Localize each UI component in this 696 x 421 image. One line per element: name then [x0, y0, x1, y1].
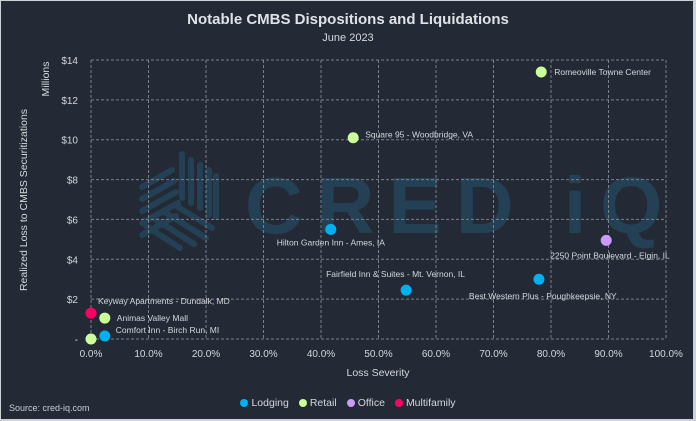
- legend: Lodging Retail Office Multifamily: [0, 397, 696, 409]
- data-point-multifamily[interactable]: [85, 307, 97, 319]
- y-tick-label: $2: [67, 295, 79, 306]
- x-tick-label: 20.0%: [192, 349, 220, 360]
- legend-item-multifamily[interactable]: Multifamily: [394, 397, 456, 409]
- x-tick-label: 10.0%: [134, 349, 162, 360]
- data-point-lodging[interactable]: [325, 223, 337, 235]
- y-tick-label: $8: [67, 176, 79, 187]
- x-tick-label: 60.0%: [422, 349, 450, 360]
- x-axis-label: Loss Severity: [346, 367, 410, 379]
- source-note: Source: cred-iq.com: [9, 403, 90, 413]
- data-point-retail[interactable]: [85, 333, 97, 345]
- data-points: [85, 66, 612, 345]
- data-point-lodging[interactable]: [533, 273, 545, 285]
- point-label: Romeoville Towne Center: [554, 67, 651, 77]
- legend-marker-icon: [346, 399, 355, 407]
- chart-subtitle: June 2023: [322, 32, 374, 44]
- y-tick-label: $10: [61, 136, 78, 147]
- y-tick-label: -: [75, 335, 78, 346]
- point-label: Square 95 - Woodbridge, VA: [365, 130, 473, 140]
- x-tick-label: 90.0%: [594, 349, 622, 360]
- point-labels: Hilton Garden Inn - Ames, IA Fairfield In…: [98, 67, 670, 335]
- x-axis-ticks: 0.0% 10.0% 20.0% 30.0% 40.0% 50.0% 60.0% 70.0% 8…: [80, 349, 683, 360]
- y-tick-label: $12: [61, 96, 78, 107]
- point-label: Keyway Apartments - Dundalk, MD: [98, 296, 230, 306]
- data-point-lodging[interactable]: [99, 330, 111, 342]
- y-axis-units-label: Millions: [40, 61, 52, 96]
- point-label: Animas Valley Mall: [117, 313, 188, 323]
- legend-label: Multifamily: [405, 397, 456, 409]
- legend-item-lodging[interactable]: Lodging: [240, 397, 289, 409]
- grid: [90, 59, 667, 340]
- legend-item-office[interactable]: Office: [346, 397, 385, 409]
- point-label: Comfort Inn - Birch Run, MI: [116, 325, 219, 335]
- y-tick-label: $14: [61, 56, 78, 67]
- legend-marker-icon: [298, 399, 307, 407]
- legend-item-retail[interactable]: Retail: [298, 397, 337, 409]
- watermark-logo: CRED iQ: [139, 151, 676, 251]
- x-tick-label: 70.0%: [479, 349, 507, 360]
- x-tick-label: 100.0%: [649, 349, 683, 360]
- y-axis-ticks: - $2 $4 $6 $8 $10 $12 $14: [61, 56, 78, 346]
- x-tick-label: 40.0%: [307, 349, 335, 360]
- legend-label: Lodging: [251, 397, 289, 409]
- legend-label: Office: [357, 397, 385, 409]
- y-tick-label: $4: [67, 255, 79, 266]
- legend-marker-icon: [240, 399, 249, 407]
- data-point-retail[interactable]: [535, 66, 547, 78]
- x-tick-label: 30.0%: [249, 349, 277, 360]
- legend-label: Retail: [309, 397, 337, 409]
- point-label: Best Western Plus - Poughkeepsie, NY: [469, 291, 617, 301]
- y-axis-label: Realized Loss to CMBS Securitizations: [18, 109, 30, 291]
- data-point-office[interactable]: [600, 234, 612, 246]
- y-tick-label: $6: [67, 215, 79, 226]
- x-tick-label: 50.0%: [364, 349, 392, 360]
- point-label: 2250 Point Boulevard - Elgin, IL: [550, 250, 670, 260]
- data-point-retail[interactable]: [99, 312, 111, 324]
- chart-title: Notable CMBS Dispositions and Liquidatio…: [187, 11, 509, 28]
- data-point-lodging[interactable]: [400, 284, 412, 296]
- data-point-retail[interactable]: [347, 132, 359, 144]
- point-label: Fairfield Inn & Suites - Mt. Vernon, IL: [326, 269, 465, 279]
- point-label: Hilton Garden Inn - Ames, IA: [277, 237, 386, 247]
- x-tick-label: 80.0%: [537, 349, 565, 360]
- legend-marker-icon: [394, 399, 403, 407]
- watermark-text: CRED iQ: [245, 161, 676, 250]
- x-tick-label: 0.0%: [80, 349, 103, 360]
